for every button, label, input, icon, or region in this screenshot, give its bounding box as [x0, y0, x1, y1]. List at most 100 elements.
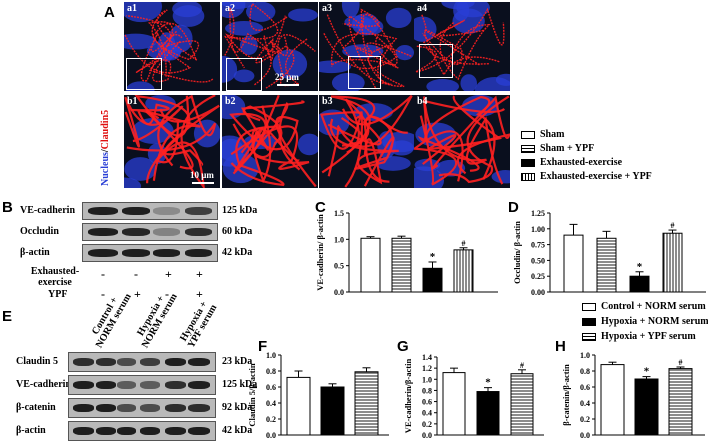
panel-label-b: B — [2, 199, 13, 216]
y-tick-label: 0.6 — [422, 398, 432, 407]
blot-band — [117, 427, 136, 435]
bar — [510, 373, 534, 436]
blot-band — [140, 404, 160, 412]
blot-band — [188, 358, 210, 366]
scale-bar-bottom — [192, 182, 214, 184]
y-axis-label: Occludin/ β-actin — [512, 221, 522, 284]
blot-band — [165, 358, 186, 366]
y-tick-label: 0.4 — [266, 399, 276, 408]
y-tick-label: 0.4 — [422, 409, 432, 418]
blot-band — [188, 404, 210, 412]
blot-band — [96, 358, 116, 366]
legend-swatch — [521, 158, 535, 167]
legend-entry: Sham + YPF — [521, 143, 594, 154]
legend-swatch — [582, 332, 596, 341]
significance-mark: # — [679, 358, 683, 367]
y-tick-label: 0.0 — [266, 431, 276, 440]
panel-label-d: D — [508, 199, 519, 216]
blot-band — [73, 427, 94, 435]
blot-band — [96, 427, 116, 435]
legend-swatch — [521, 130, 535, 139]
scale-bar-top — [277, 84, 299, 86]
blot-row-label: Claudin 5 — [16, 356, 58, 367]
y-tick-label: 1.2 — [422, 364, 432, 373]
y-tick-label: 1.0 — [334, 235, 344, 244]
panel-label-g: G — [397, 338, 409, 355]
condition-value: - — [101, 287, 105, 301]
y-tick-label: 0.0 — [580, 431, 590, 440]
y-tick-label: 0.2 — [422, 420, 432, 429]
y-axis-label: Claudin 5/β-actin — [247, 363, 257, 427]
y-tick-label: 0.2 — [266, 415, 276, 424]
bar — [629, 275, 650, 293]
condition-value: + — [196, 287, 203, 301]
micrograph: b1 — [124, 95, 220, 188]
significance-mark: # — [462, 239, 466, 248]
legend-swatch — [582, 317, 596, 326]
blot-kda-label: 125 kDa — [222, 379, 258, 390]
condition-label: YPF — [48, 289, 68, 300]
chart-c: 0.0 0.5 1.0 1.5 VE-cadherin/ β-actin * # — [315, 209, 498, 297]
micrograph: a1 — [124, 2, 220, 91]
panel-label-a: A — [104, 4, 115, 21]
micrograph-label: b2 — [225, 96, 236, 107]
legend-label: Sham — [540, 129, 565, 140]
micrograph: b2 — [222, 95, 318, 188]
y-tick-label: 1.00 — [531, 225, 545, 234]
panel-label-c: C — [315, 199, 326, 216]
micrograph-label: b1 — [127, 96, 138, 107]
bar — [476, 391, 500, 436]
legend-label: Control + NORM serum — [601, 301, 706, 312]
blot-row-label: VE-cadherin — [20, 205, 75, 216]
bar — [563, 234, 584, 293]
bar — [600, 364, 625, 436]
significance-mark: # — [520, 361, 524, 370]
significance-mark: * — [637, 261, 643, 273]
scale-bar-label-top: 25 μm — [275, 72, 299, 82]
inset-box — [126, 58, 162, 90]
micrograph-label: a3 — [322, 3, 332, 14]
inset-box — [348, 56, 381, 89]
legend-label: Hypoxia + NORM serum — [601, 316, 708, 327]
bar — [668, 368, 693, 436]
legend-label: Hypoxia + YPF serum — [601, 331, 696, 342]
bar — [286, 376, 311, 436]
y-tick-label: 0.25 — [531, 272, 545, 281]
blot-band — [88, 249, 118, 257]
blot-band — [140, 381, 160, 389]
legend-label: Sham + YPF — [540, 143, 595, 154]
condition-value: + — [134, 287, 141, 301]
significance-mark: * — [485, 377, 491, 389]
blot-strip — [82, 244, 218, 262]
legend-swatch — [521, 172, 535, 181]
significance-mark: * — [644, 366, 650, 378]
blot-band — [188, 381, 210, 389]
blot-band — [122, 207, 150, 215]
blot-band — [140, 358, 160, 366]
y-tick-label: 0.8 — [266, 367, 276, 376]
y-tick-label: 0.0 — [422, 431, 432, 440]
blot-band — [153, 207, 180, 215]
blot-row-label: β-actin — [16, 425, 46, 436]
blot-row-label: VE-cadherin — [16, 379, 71, 390]
blot-kda-label: 42 kDa — [222, 425, 253, 436]
blot-band — [73, 358, 94, 366]
y-axis-label: β-catenin/β-actin — [561, 364, 571, 426]
micrograph: a2 — [222, 2, 318, 91]
blot-band — [153, 228, 180, 236]
blot-band — [88, 228, 118, 236]
blot-band — [185, 249, 212, 257]
blot-band — [165, 381, 186, 389]
y-tick-label: 0.6 — [580, 383, 590, 392]
y-tick-label: 0.6 — [266, 383, 276, 392]
legend-entry: Hypoxia + NORM serum — [582, 316, 708, 327]
blot-kda-label: 92 kDa — [222, 402, 253, 413]
y-tick-label: 1.4 — [422, 353, 432, 362]
blot-band — [122, 249, 150, 257]
scale-bar-label-bottom: 10 μm — [190, 170, 214, 180]
blot-band — [185, 228, 212, 236]
micrograph: b4 — [414, 95, 510, 188]
bar — [360, 237, 381, 293]
blot-band — [185, 207, 212, 215]
blot-band — [140, 427, 160, 435]
